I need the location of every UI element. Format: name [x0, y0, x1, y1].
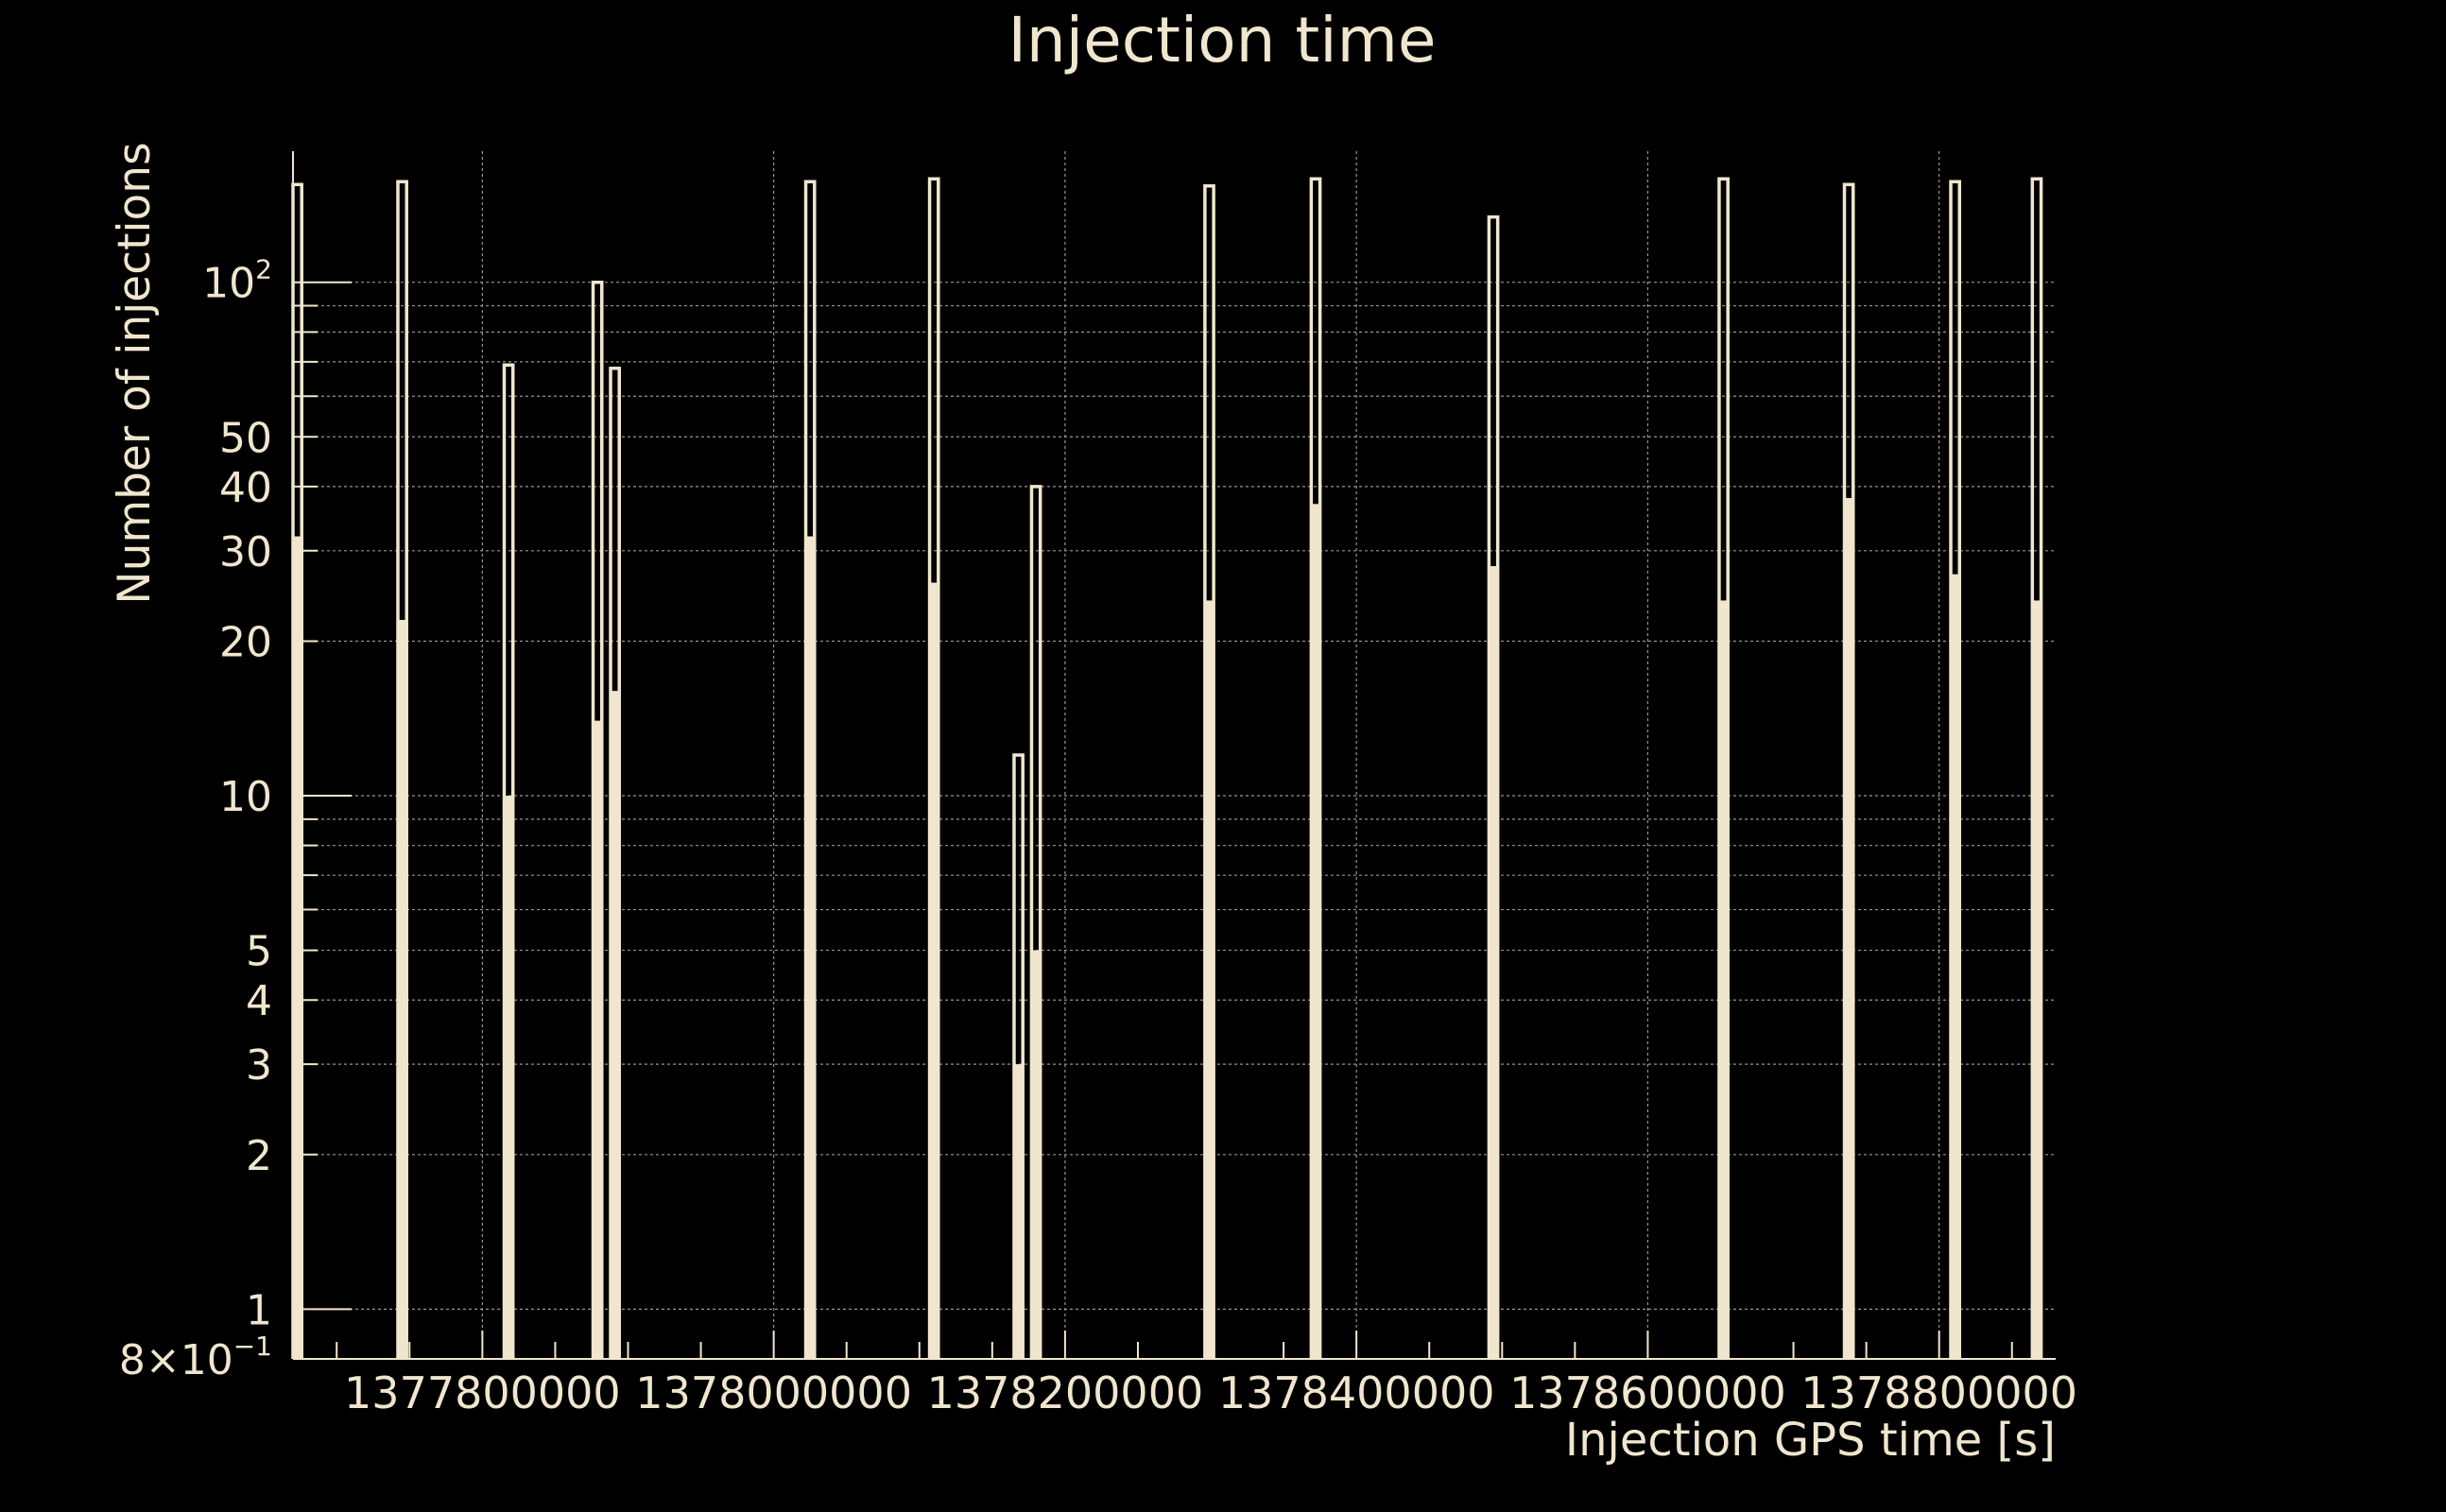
filled-bar	[1204, 600, 1214, 1359]
outline-bar	[609, 366, 622, 1359]
y-tick-label: 40	[219, 464, 272, 512]
x-tick-label: 1378800000	[1800, 1367, 2077, 1418]
filled-bar	[593, 720, 602, 1359]
x-tick-label: 1378600000	[1509, 1367, 1786, 1418]
outline-bar	[591, 280, 604, 1359]
filled-bar	[1489, 566, 1498, 1359]
outline-bar	[1029, 485, 1042, 1359]
y-tick-label: 20	[219, 618, 272, 666]
y-tick-label: 3	[246, 1041, 272, 1090]
y-tick-label: 102	[202, 254, 272, 308]
y-tick-label: 1	[246, 1286, 272, 1334]
x-tick-label: 1377800000	[344, 1367, 621, 1418]
x-tick-label: 1378200000	[927, 1367, 1204, 1418]
filled-bar	[929, 582, 939, 1359]
x-tick-label: 1378400000	[1218, 1367, 1495, 1418]
outline-bar	[1717, 177, 1730, 1359]
y-tick-label: 4	[246, 977, 272, 1025]
axes	[292, 151, 2056, 1360]
outline-bar	[1949, 180, 1962, 1359]
filled-bar	[1031, 950, 1041, 1359]
y-axis-label: Number of injections	[109, 142, 161, 604]
x-tick-label: 1378000000	[635, 1367, 912, 1418]
grid-lines	[293, 151, 2056, 1359]
outline-bar	[927, 177, 940, 1359]
x-axis-label: Injection GPS time [s]	[1565, 1414, 2056, 1467]
y-tick-label: 50	[219, 414, 272, 462]
filled-bar	[2032, 600, 2041, 1359]
histogram-bars	[291, 177, 2043, 1359]
filled-bar	[504, 796, 513, 1359]
filled-bar	[1311, 504, 1320, 1359]
filled-bar	[397, 619, 407, 1359]
y-tick-label: 10	[219, 773, 272, 821]
y-tick-label: 8×10−1	[119, 1331, 272, 1384]
outline-bar	[1012, 753, 1025, 1359]
filled-bar	[805, 536, 815, 1359]
chart-title: Injection time	[1008, 4, 1436, 77]
outline-bar	[803, 180, 817, 1359]
outline-bar	[396, 180, 408, 1359]
y-tick-label: 30	[219, 528, 272, 576]
filled-bar	[293, 536, 302, 1359]
filled-bar	[1844, 498, 1853, 1359]
filled-bar	[1951, 574, 1960, 1359]
filled-bar	[1013, 1064, 1024, 1359]
outline-bar	[1842, 182, 1855, 1359]
filled-bar	[611, 691, 620, 1359]
outline-bar	[502, 363, 515, 1359]
outline-bar	[1487, 215, 1500, 1359]
y-tick-label: 5	[246, 928, 272, 976]
filled-bar	[1718, 600, 1729, 1359]
outline-bar	[1203, 184, 1215, 1359]
outline-bar	[2030, 177, 2043, 1359]
outline-bar	[1309, 177, 1322, 1359]
y-tick-label: 2	[246, 1132, 272, 1180]
